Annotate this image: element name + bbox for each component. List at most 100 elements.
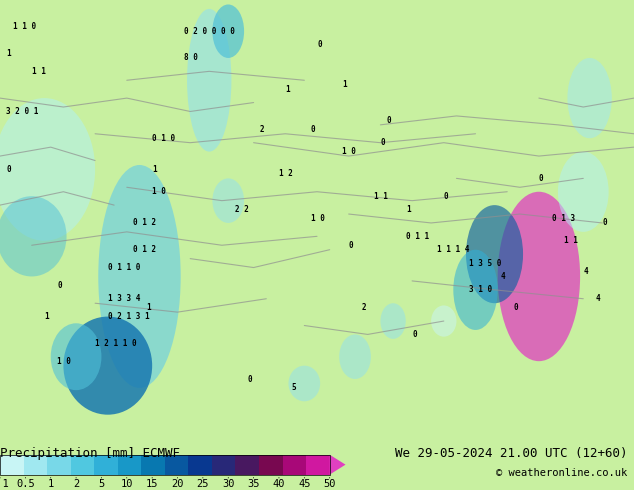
Text: 0 1 1: 0 1 1 (406, 232, 429, 241)
Text: 0: 0 (6, 165, 11, 174)
Text: 0: 0 (349, 241, 353, 250)
Bar (165, 455, 188, 474)
Text: 5: 5 (292, 384, 296, 392)
Text: 1 1: 1 1 (32, 67, 46, 76)
Text: 0.1: 0.1 (0, 479, 10, 489)
Text: 2: 2 (73, 479, 79, 489)
Ellipse shape (0, 98, 95, 241)
Text: 1 2 1 1 0: 1 2 1 1 0 (95, 339, 137, 348)
Text: 0: 0 (317, 40, 321, 49)
Text: 1 0: 1 0 (311, 214, 325, 223)
Text: 1: 1 (146, 303, 150, 312)
Bar (118, 455, 141, 474)
Text: 3 2 0 1: 3 2 0 1 (6, 107, 39, 116)
Bar (212, 455, 235, 474)
Bar (23, 455, 47, 474)
Text: 50: 50 (323, 479, 336, 489)
Text: 0: 0 (311, 125, 315, 134)
Text: 0.5: 0.5 (16, 479, 35, 489)
Text: 0 1 1 0: 0 1 1 0 (108, 263, 140, 272)
Bar (47, 455, 70, 474)
Text: 0 2 1 3 1: 0 2 1 3 1 (108, 312, 150, 321)
Text: 1 3 5 0: 1 3 5 0 (469, 259, 501, 268)
Text: 1: 1 (6, 49, 11, 58)
Text: We 29-05-2024 21.00 UTC (12+60): We 29-05-2024 21.00 UTC (12+60) (395, 447, 628, 460)
Text: 1: 1 (342, 80, 347, 89)
Text: 3 1 0: 3 1 0 (469, 285, 492, 294)
Ellipse shape (187, 9, 231, 151)
Ellipse shape (380, 303, 406, 339)
Text: 0: 0 (514, 303, 518, 312)
Text: 4: 4 (501, 272, 505, 281)
Text: 1 0: 1 0 (342, 147, 356, 156)
Bar (0, 455, 330, 474)
Polygon shape (330, 455, 346, 474)
Text: © weatheronline.co.uk: © weatheronline.co.uk (496, 468, 628, 478)
Text: 25: 25 (197, 479, 209, 489)
Text: 0: 0 (247, 374, 252, 384)
Text: 0 1 2: 0 1 2 (133, 219, 156, 227)
Bar (259, 455, 283, 474)
Text: 1: 1 (285, 85, 290, 94)
Text: 45: 45 (298, 479, 311, 489)
Text: 0 2 0 0 0 0: 0 2 0 0 0 0 (184, 27, 235, 36)
Text: 2: 2 (260, 125, 264, 134)
Bar (0, 455, 23, 474)
Text: 0 1 0: 0 1 0 (152, 134, 175, 143)
Ellipse shape (212, 178, 244, 223)
Text: 40: 40 (273, 479, 285, 489)
Text: 4: 4 (596, 294, 600, 303)
Ellipse shape (212, 4, 244, 58)
Ellipse shape (0, 196, 67, 276)
Text: 0: 0 (57, 281, 61, 290)
Text: 2: 2 (361, 303, 366, 312)
Text: 0: 0 (412, 330, 417, 339)
Text: 5: 5 (98, 479, 105, 489)
Bar (94, 455, 118, 474)
Bar (235, 455, 259, 474)
Ellipse shape (288, 366, 320, 401)
Text: 1 0: 1 0 (152, 187, 166, 196)
Text: 1: 1 (48, 479, 54, 489)
Ellipse shape (558, 151, 609, 232)
Text: 0: 0 (602, 219, 607, 227)
Ellipse shape (431, 305, 456, 337)
Text: 1: 1 (152, 165, 157, 174)
Text: 0: 0 (539, 174, 543, 183)
Bar (306, 455, 330, 474)
Text: 15: 15 (146, 479, 158, 489)
Text: 10: 10 (120, 479, 133, 489)
Text: 1 1: 1 1 (564, 236, 578, 245)
Bar (188, 455, 212, 474)
Text: 1 0: 1 0 (57, 357, 71, 366)
Text: 0: 0 (387, 116, 391, 125)
Text: 1 2: 1 2 (279, 170, 293, 178)
Ellipse shape (567, 58, 612, 138)
Text: 4: 4 (583, 268, 588, 276)
Bar (283, 455, 306, 474)
Text: 0 1 3: 0 1 3 (552, 214, 574, 223)
Ellipse shape (339, 335, 371, 379)
Text: 0 1 2: 0 1 2 (133, 245, 156, 254)
Text: 1 1: 1 1 (374, 192, 388, 201)
Text: 2 2: 2 2 (235, 205, 249, 214)
Ellipse shape (466, 205, 523, 303)
Text: 1: 1 (406, 205, 410, 214)
Ellipse shape (498, 192, 580, 361)
Text: 30: 30 (222, 479, 235, 489)
Text: 0: 0 (380, 138, 385, 147)
Ellipse shape (63, 317, 152, 415)
Text: 1 1 0: 1 1 0 (13, 22, 36, 31)
Text: 1 1 1 4: 1 1 1 4 (437, 245, 470, 254)
Text: 35: 35 (247, 479, 260, 489)
Text: 1 3 3 4: 1 3 3 4 (108, 294, 140, 303)
Ellipse shape (453, 250, 498, 330)
Text: 0: 0 (444, 192, 448, 201)
Ellipse shape (51, 323, 101, 390)
Bar (70, 455, 94, 474)
Text: 20: 20 (171, 479, 184, 489)
Bar (141, 455, 165, 474)
Text: Precipitation [mm] ECMWF: Precipitation [mm] ECMWF (0, 447, 180, 460)
Ellipse shape (98, 165, 181, 388)
Text: 8 0: 8 0 (184, 53, 198, 62)
